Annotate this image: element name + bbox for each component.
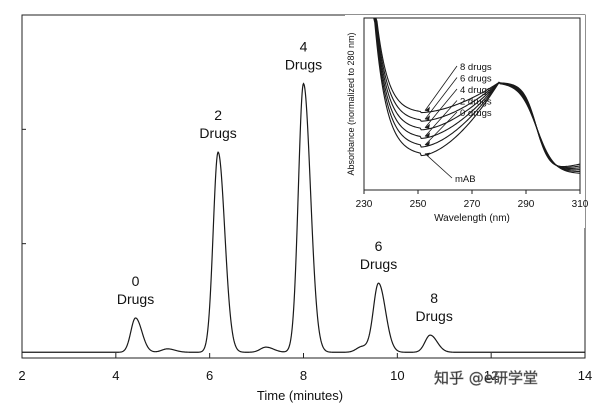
inset-label-arrow <box>424 88 458 129</box>
inset-x-ticks: 230 250 270 290 310 <box>356 190 589 210</box>
peak-label-drugs: Drugs <box>415 308 452 324</box>
inset-background <box>345 15 585 228</box>
inset-y-axis-label: Absorbance (normalized to 280 nm) <box>346 32 356 175</box>
main-x-tick-label: 8 <box>300 368 307 383</box>
inset-x-tick-label: 250 <box>410 199 427 210</box>
inset-mab-arrow <box>424 153 453 179</box>
inset-series-line <box>364 17 581 174</box>
inset-arrowhead <box>425 115 430 121</box>
main-x-tick-label: 12 <box>484 368 498 383</box>
inset-x-axis-label: Wavelength (nm) <box>434 213 510 224</box>
peak-label-drugs: Drugs <box>117 291 154 307</box>
inset-series-label: 8 drugs <box>460 62 492 73</box>
inset-arrowhead <box>425 152 430 157</box>
inset-x-tick-label: 230 <box>356 199 373 210</box>
chromatogram-chart: 2 4 6 8 10 12 14 0 Drugs 2 Drugs 4 Drugs 6 Drugs 8 Drug… <box>18 14 592 403</box>
peak-annotations: 0 Drugs 2 Drugs 4 Drugs 6 Drugs 8 Drugs <box>117 39 453 325</box>
inset-label-arrow <box>424 111 458 146</box>
inset-label-arrow <box>424 77 458 120</box>
main-x-tick-label: 14 <box>578 368 592 383</box>
peak-label-drugs: Drugs <box>360 256 397 272</box>
inset-mab-label: mAB <box>455 174 476 185</box>
inset-x-tick-label: 310 <box>572 199 589 210</box>
peak-label-count: 2 <box>214 107 222 123</box>
inset-x-tick-label: 290 <box>518 199 535 210</box>
inset-series-label: 2 drugs <box>460 97 492 108</box>
inset-x-tick-label: 270 <box>464 199 481 210</box>
peak-label-drugs: Drugs <box>199 125 236 141</box>
inset-series-label: 4 drugs <box>460 85 492 96</box>
inset-series-lines <box>364 17 581 174</box>
peak-label-count: 0 <box>132 273 140 289</box>
main-x-ticks: 2 4 6 8 10 12 14 <box>18 353 592 383</box>
peak-label-count: 4 <box>300 39 308 55</box>
inset-arrowhead <box>425 141 430 146</box>
inset-label-arrow <box>424 100 458 137</box>
main-x-tick-label: 6 <box>206 368 213 383</box>
inset-label-arrow <box>424 65 458 111</box>
inset-series-label: 0 drugs <box>460 108 492 119</box>
main-x-axis-label: Time (minutes) <box>257 388 343 403</box>
peak-label-count: 8 <box>430 290 438 306</box>
main-x-tick-label: 10 <box>390 368 404 383</box>
peak-label-drugs: Drugs <box>285 57 322 73</box>
inset-arrowhead <box>425 123 430 129</box>
main-y-ticks <box>22 128 26 245</box>
inset-arrowhead <box>425 132 430 138</box>
peak-label-count: 6 <box>375 238 383 254</box>
chromatogram-trace <box>22 82 585 353</box>
main-x-tick-label: 4 <box>112 368 119 383</box>
watermark-text: 知乎 @e研学堂 <box>434 369 538 387</box>
inset-arrowhead <box>425 106 430 112</box>
main-x-tick-label: 2 <box>18 368 25 383</box>
inset-series-label: 6 drugs <box>460 74 492 85</box>
